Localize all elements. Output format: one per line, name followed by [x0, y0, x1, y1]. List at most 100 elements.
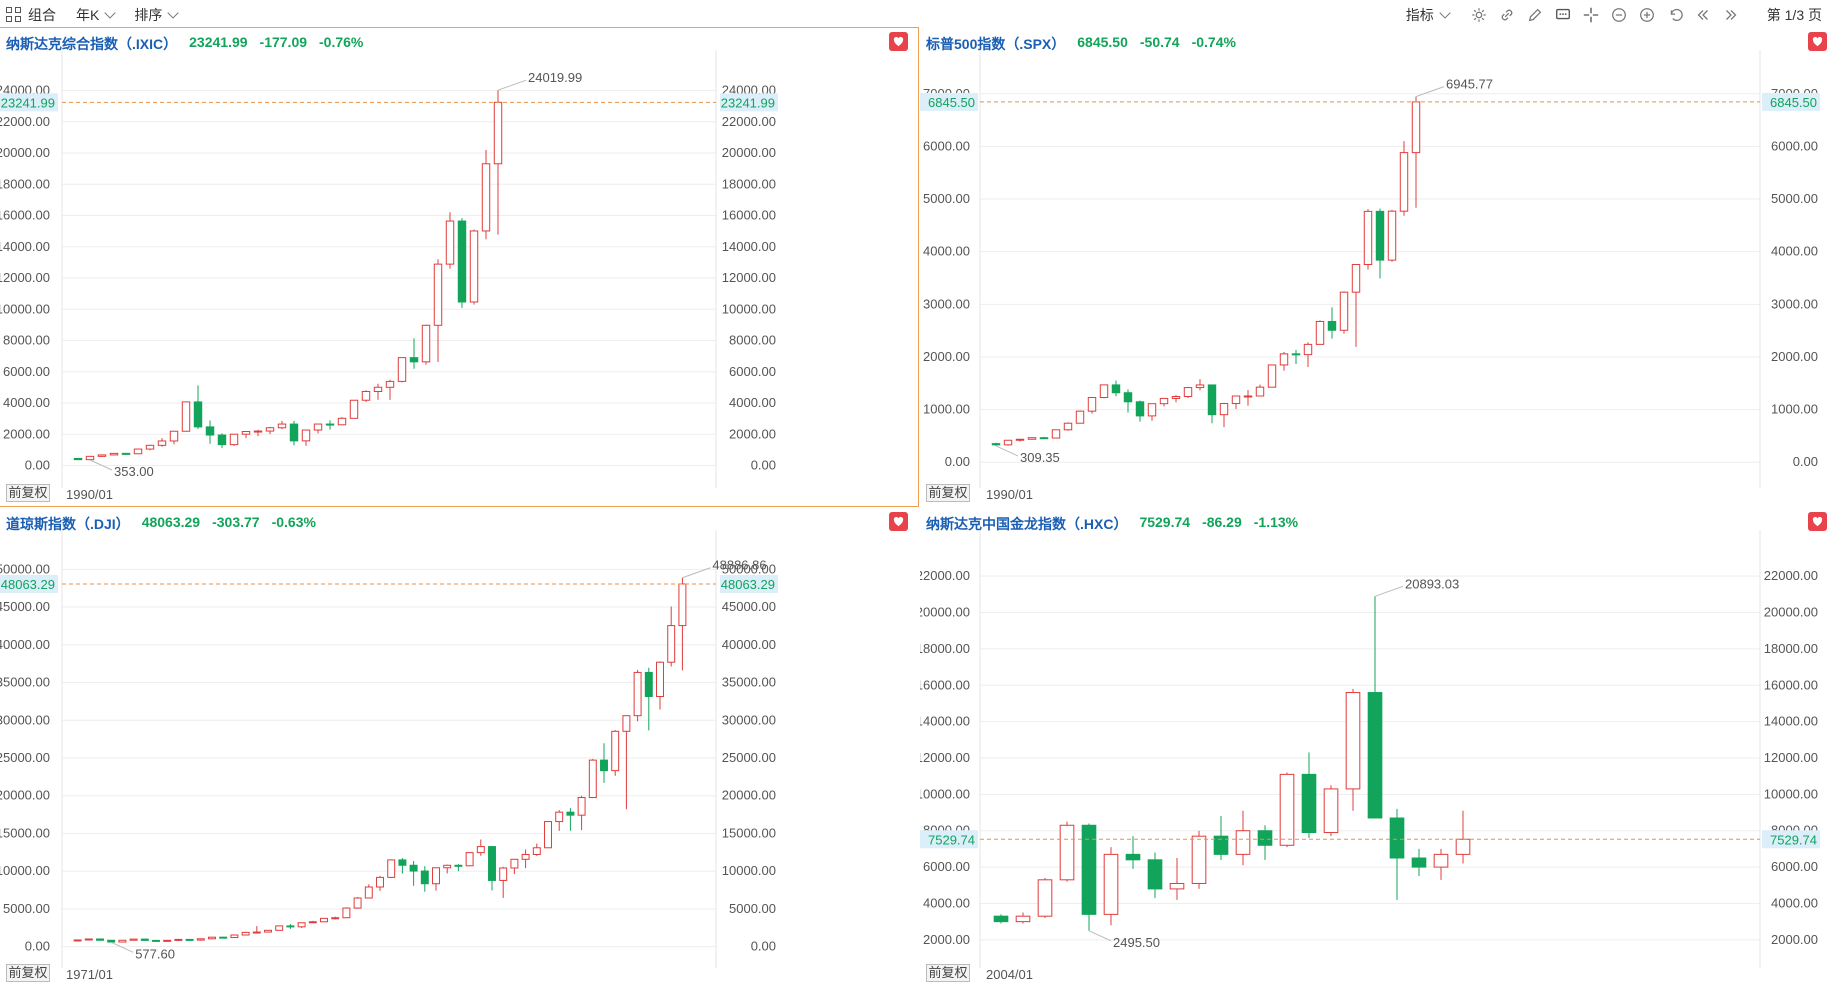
candle-body [398, 859, 407, 866]
combo-button[interactable]: 组合 [6, 5, 56, 25]
favorite-heart-icon[interactable] [1808, 512, 1827, 531]
y-axis-tick-label: 16000.00 [0, 208, 50, 223]
y-axis-tick-label: 20000.00 [0, 788, 50, 803]
candle-body [364, 886, 373, 899]
y-axis-tick-label: 6000.00 [923, 138, 970, 153]
chevron-down-icon [104, 6, 117, 19]
adjust-button[interactable]: 前复权 [926, 964, 970, 982]
favorite-heart-icon[interactable] [889, 32, 908, 51]
current-price-label-bg [720, 93, 778, 112]
candle-body [421, 324, 431, 363]
candle-body [96, 938, 104, 941]
crosshair-icon[interactable] [1581, 5, 1601, 25]
candle-body [361, 391, 371, 401]
candlestick-chart[interactable]: 0.00 0.00 5000.00 5000.00 10000.00 10000.00 15… [0, 508, 918, 986]
pen-icon[interactable] [1525, 5, 1545, 25]
current-price-label-bg [1762, 92, 1820, 111]
first-page-icon[interactable] [1693, 5, 1713, 25]
candle-body [1399, 152, 1409, 212]
chart-panel-hxc[interactable]: 纳斯达克中国金龙指数（.HXC） 7529.74 -86.29 -1.13% 2… [920, 508, 1840, 986]
low-marker-line [1088, 930, 1112, 942]
y-axis-tick-label: 35000.00 [722, 675, 776, 690]
candle-body [433, 263, 443, 326]
candle-body [1063, 422, 1073, 431]
period-dropdown[interactable]: 年K [76, 5, 117, 25]
sort-label: 排序 [134, 7, 163, 23]
candle-body [1135, 401, 1145, 417]
candle-body [152, 939, 160, 942]
chart-panel-ixic[interactable]: 纳斯达克综合指数（.IXIC） 23241.99 -177.09 -0.76% … [0, 27, 919, 507]
y-axis-tick-label: 0.00 [25, 939, 50, 954]
candle-body [1433, 853, 1449, 868]
y-axis-tick-label: 10000.00 [722, 301, 776, 316]
candle-body [84, 938, 93, 941]
candle-body [1147, 859, 1163, 890]
y-axis-tick-label: 0.00 [945, 454, 970, 469]
candlestick-chart[interactable]: 0.00 0.00 1000.00 1000.00 2000.00 2000.00 3000… [920, 28, 1840, 506]
candle-body [73, 939, 82, 942]
favorite-heart-icon[interactable] [889, 512, 908, 531]
candlestick-chart[interactable]: 2000.00 2000.00 4000.00 4000.00 6000.00 6000.… [920, 508, 1840, 986]
panel-title: 道琼斯指数（.DJI） 48063.29 -303.77 -0.63% [6, 514, 316, 534]
undo-icon[interactable] [1665, 5, 1685, 25]
link-icon[interactable] [1497, 5, 1517, 25]
candle-body [169, 430, 179, 442]
candle-body [1111, 384, 1121, 394]
y-axis-tick-label: 6000.00 [729, 364, 776, 379]
index-name: 纳斯达克综合指数（.IXIC） [6, 36, 178, 52]
index-change-pct: -1.13% [1253, 514, 1299, 530]
index-change: -303.77 [212, 514, 260, 530]
adjust-button[interactable]: 前复权 [6, 484, 50, 502]
candle-body [301, 429, 311, 442]
candle-body [409, 864, 418, 872]
current-price-label-bg [0, 93, 58, 112]
settings-icon[interactable] [1469, 5, 1489, 25]
candle-body [286, 925, 295, 928]
y-axis-tick-label: 18000.00 [1764, 641, 1818, 656]
zoom-in-icon[interactable] [1637, 5, 1657, 25]
candle-body [1255, 386, 1265, 397]
candle-body [1183, 387, 1193, 398]
candle-body [532, 847, 541, 855]
chart-panel-spx[interactable]: 标普500指数（.SPX） 6845.50 -50.74 -0.74% 0.00… [920, 28, 1840, 506]
indicator-label: 指标 [1405, 7, 1434, 23]
y-axis-tick-label: 1000.00 [1771, 402, 1818, 417]
low-marker-line [995, 445, 1019, 457]
zoom-out-icon[interactable] [1609, 5, 1629, 25]
adjust-button[interactable]: 前复权 [6, 964, 50, 982]
indicator-dropdown[interactable]: 指标 [1405, 5, 1451, 25]
candle-body [499, 867, 508, 881]
comment-icon[interactable] [1553, 5, 1573, 25]
prev-page-icon[interactable] [1721, 5, 1741, 25]
candle-body [241, 931, 250, 936]
y-axis-tick-label: 10000.00 [920, 786, 970, 801]
candle-body [1075, 410, 1085, 424]
index-name: 标普500指数（.SPX） [926, 36, 1066, 52]
candle-body [1345, 692, 1361, 790]
y-axis-tick-label: 14000.00 [0, 239, 50, 254]
candle-body [555, 811, 564, 823]
candle-body [993, 915, 1009, 923]
y-axis-tick-label: 1000.00 [923, 402, 970, 417]
candlestick-chart[interactable]: 0.00 0.00 2000.00 2000.00 4000.00 4000.00 6000… [0, 28, 918, 506]
y-axis-tick-label: 20000.00 [1764, 605, 1818, 620]
candle-body [991, 443, 1001, 446]
index-name: 道琼斯指数（.DJI） [6, 516, 130, 532]
candle-body [1015, 438, 1025, 441]
chart-panel-dji[interactable]: 道琼斯指数（.DJI） 48063.29 -303.77 -0.63% 0.00… [0, 508, 918, 986]
sort-dropdown[interactable]: 排序 [134, 5, 180, 25]
index-price: 48063.29 [141, 514, 201, 530]
candle-body [265, 427, 275, 432]
candle-body [1207, 384, 1217, 416]
high-marker-line [1415, 86, 1445, 98]
y-axis-tick-label: 8000.00 [729, 333, 776, 348]
y-axis-tick-label: 14000.00 [920, 714, 970, 729]
adjust-button[interactable]: 前复权 [926, 484, 970, 502]
candle-body [387, 859, 396, 878]
favorite-heart-icon[interactable] [1808, 32, 1827, 51]
high-marker-line [497, 79, 527, 91]
candle-body [163, 939, 172, 942]
candle-body [217, 434, 227, 446]
candle-body [289, 423, 299, 442]
candle-body [1213, 835, 1229, 855]
